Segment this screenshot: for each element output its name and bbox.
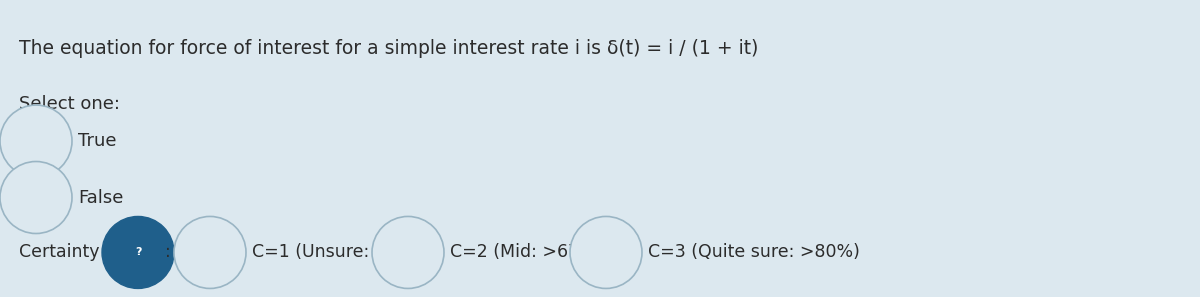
Text: C=2 (Mid: >67%): C=2 (Mid: >67%) — [450, 244, 602, 261]
Text: True: True — [78, 132, 116, 150]
Ellipse shape — [372, 217, 444, 288]
Ellipse shape — [0, 162, 72, 233]
Text: Certainty: Certainty — [19, 244, 100, 261]
Ellipse shape — [0, 105, 72, 177]
Text: The equation for force of interest for a simple interest rate i is δ(t) = i / (1: The equation for force of interest for a… — [19, 39, 758, 58]
Ellipse shape — [174, 217, 246, 288]
Text: ?: ? — [134, 247, 142, 257]
Text: :: : — [166, 244, 170, 261]
Text: Select one:: Select one: — [19, 95, 120, 113]
Text: False: False — [78, 189, 124, 206]
Ellipse shape — [102, 217, 174, 288]
Ellipse shape — [570, 217, 642, 288]
Text: C=3 (Quite sure: >80%): C=3 (Quite sure: >80%) — [648, 244, 860, 261]
Text: C=1 (Unsure: <67%): C=1 (Unsure: <67%) — [252, 244, 434, 261]
